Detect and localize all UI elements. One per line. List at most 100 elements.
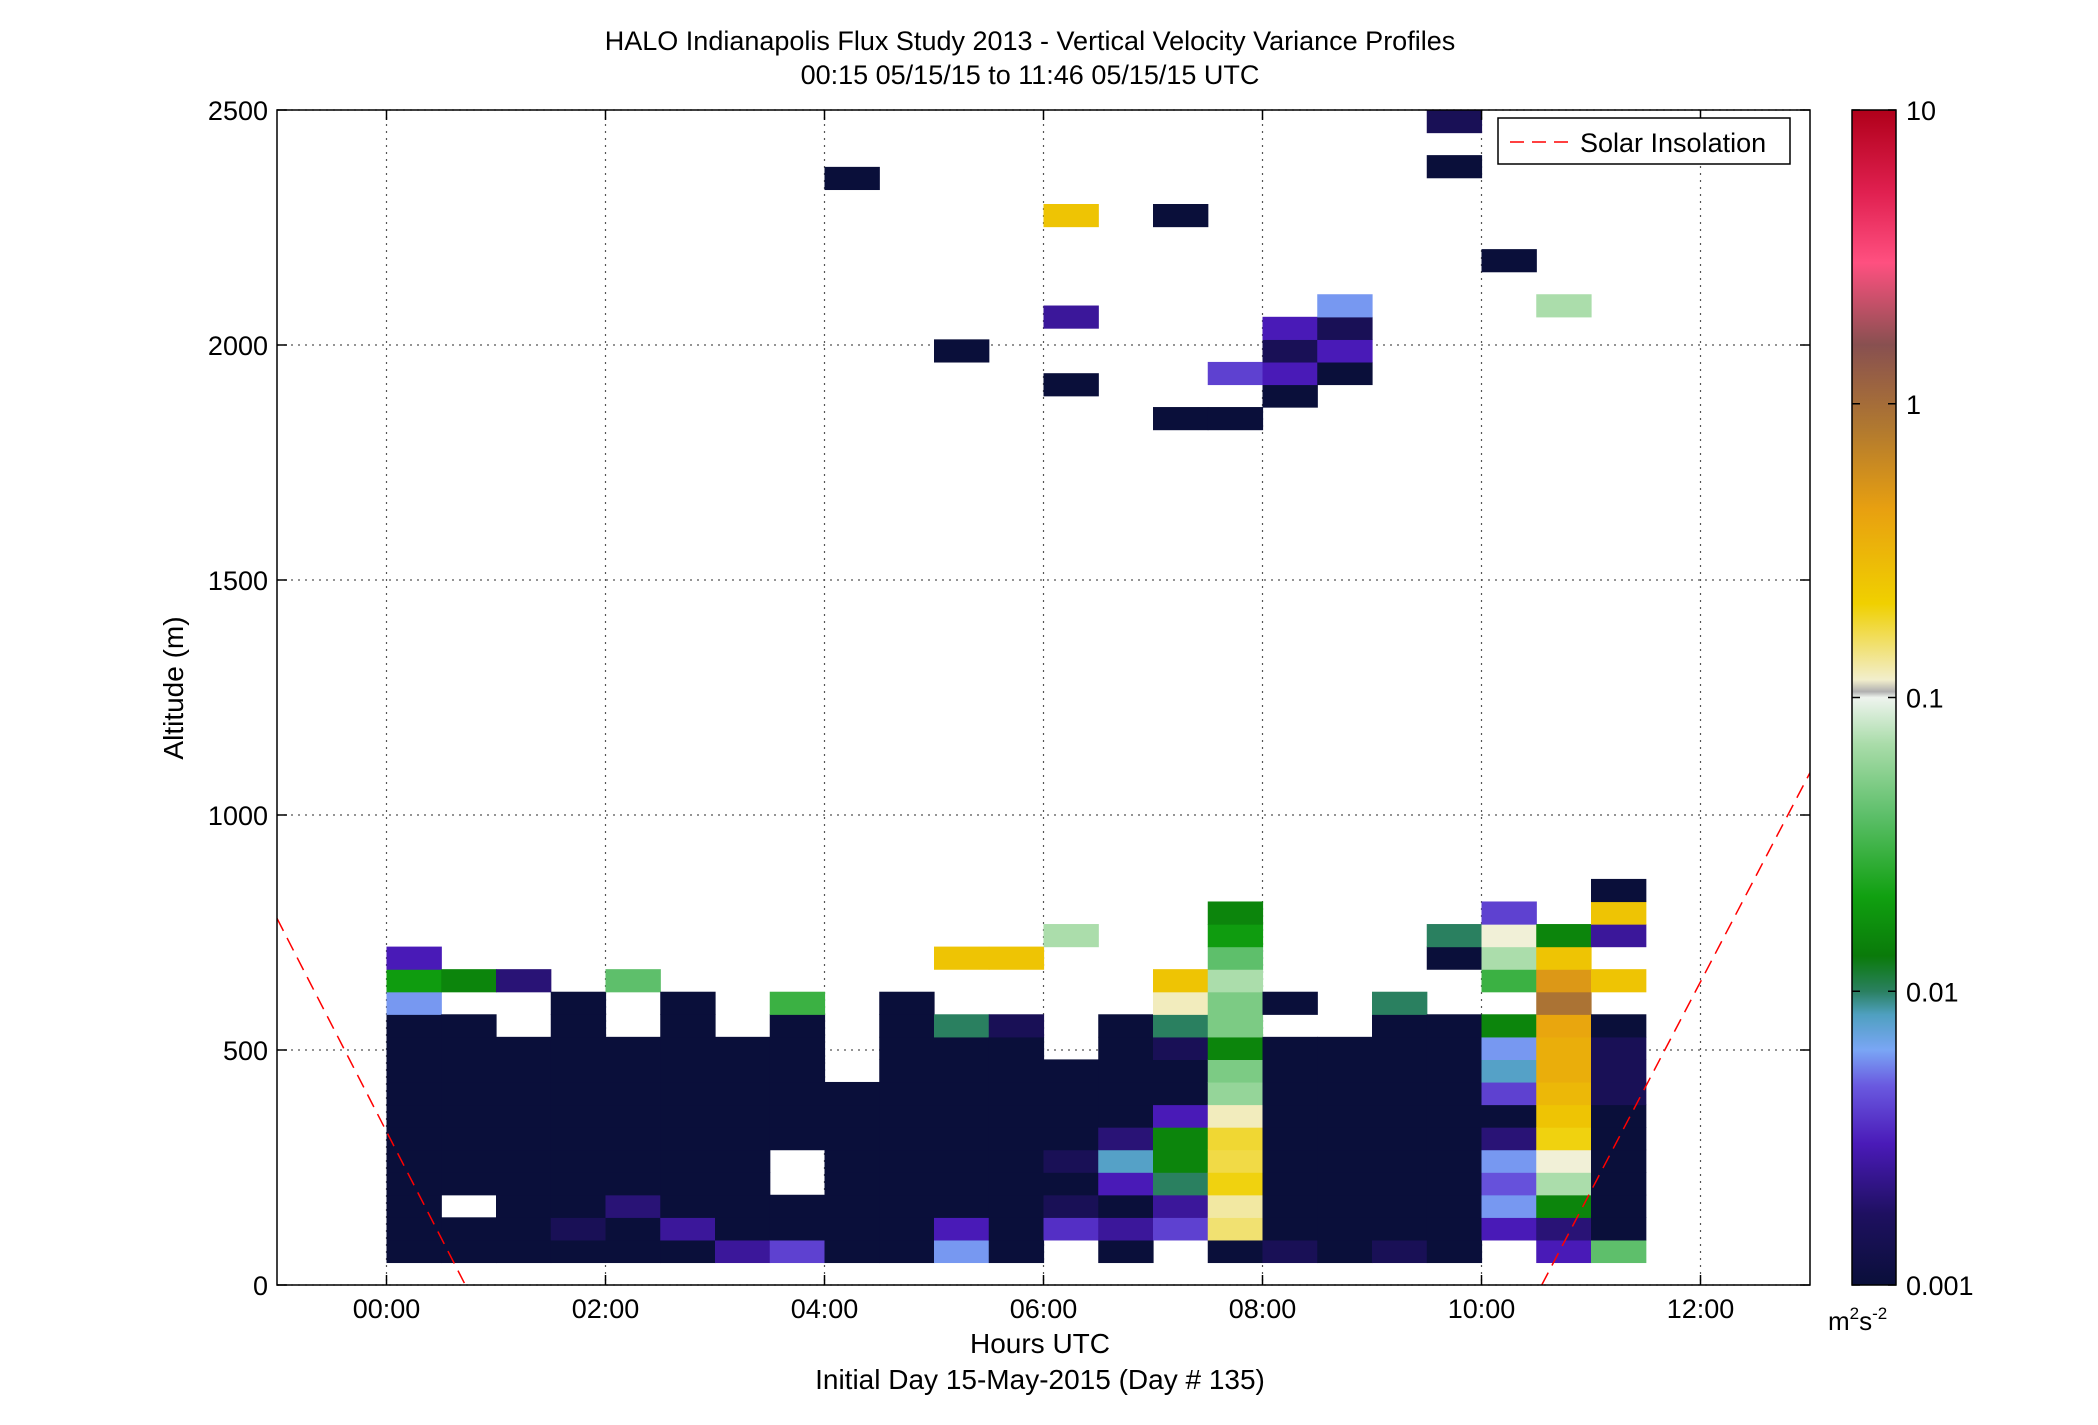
heatmap-cell [1317, 1172, 1373, 1196]
heatmap-cell [441, 1059, 497, 1083]
colorbar-units: m2s-2 [1828, 1304, 1887, 1336]
heatmap-cell [386, 946, 442, 970]
heatmap-cell [550, 1081, 607, 1106]
heatmap-cell [715, 1036, 771, 1060]
heatmap-cell [1317, 1127, 1373, 1151]
heatmap-cell [988, 1172, 1045, 1196]
x-tick-label: 00:00 [353, 1294, 421, 1324]
chart-title: HALO Indianapolis Flux Study 2013 - Vert… [605, 26, 1455, 56]
heatmap-cell [1591, 1217, 1647, 1241]
heatmap-cell [769, 1239, 826, 1264]
heatmap-cell [769, 1081, 826, 1106]
y-tick-label: 2000 [208, 331, 268, 361]
heatmap-cell [934, 1014, 990, 1038]
heatmap-cell [1536, 294, 1592, 318]
heatmap-cell [660, 1104, 716, 1128]
heatmap-cell [879, 1239, 935, 1264]
heatmap-cell [1207, 407, 1264, 431]
heatmap-cell [824, 166, 880, 191]
colorbar-tick-label: 0.001 [1906, 1271, 1974, 1301]
heatmap-cell [824, 1081, 880, 1106]
heatmap-cell [824, 1194, 880, 1218]
heatmap-cell [1481, 1081, 1537, 1106]
heatmap-cell [1153, 1036, 1209, 1060]
x-tick-label: 10:00 [1448, 1294, 1516, 1324]
heatmap-cell [1536, 1081, 1592, 1106]
heatmap-cell [1207, 1014, 1264, 1038]
heatmap-cell [1426, 1059, 1483, 1083]
heatmap-cell [496, 1194, 552, 1218]
heatmap-cell [605, 1149, 661, 1173]
heatmap-cell [1207, 361, 1264, 386]
x-tick-label: 12:00 [1667, 1294, 1735, 1324]
heatmap-cell [441, 1014, 497, 1038]
heatmap-cell [715, 1217, 771, 1241]
heatmap-cell [1536, 1172, 1592, 1196]
heatmap-cell [1372, 1194, 1428, 1218]
heatmap-cell [1043, 1059, 1099, 1083]
heatmap-cell [1372, 1036, 1428, 1060]
heatmap-cell [1043, 1081, 1099, 1106]
heatmap-cell [934, 1149, 990, 1173]
heatmap-cell [1372, 991, 1428, 1015]
heatmap-cell [605, 1217, 661, 1241]
heatmap-cell [1591, 1149, 1647, 1173]
heatmap-cell [1481, 901, 1537, 925]
heatmap-cell [769, 1036, 826, 1060]
heatmap-cell [1481, 946, 1537, 970]
heatmap-cell [1372, 1217, 1428, 1241]
heatmap-cell [1098, 1172, 1154, 1196]
x-tick-label: 08:00 [1229, 1294, 1297, 1324]
heatmap-cell [1098, 1081, 1154, 1106]
heatmap-cell [1262, 1149, 1318, 1173]
heatmap-cell [1426, 1194, 1483, 1218]
heatmap-cell [988, 1036, 1045, 1060]
heatmap-cell [1372, 1014, 1428, 1038]
heatmap-cell [1426, 1172, 1483, 1196]
heatmap-cell [1591, 878, 1647, 903]
heatmap-cell [769, 1059, 826, 1083]
heatmap-cell [605, 1194, 661, 1218]
heatmap-cell [1426, 946, 1483, 970]
heatmap-cell [1481, 1014, 1537, 1038]
y-tick-label: 1000 [208, 801, 268, 831]
heatmap-cell [1372, 1127, 1428, 1151]
x-tick-label: 06:00 [1010, 1294, 1078, 1324]
heatmap-cell [660, 991, 716, 1015]
heatmap-cell [1207, 924, 1264, 948]
heatmap-cell [934, 1217, 990, 1241]
heatmap-cell [879, 1104, 935, 1128]
x-tick-labels: 00:00 02:00 04:00 06:00 08:00 10:00 12:00 [353, 1294, 1735, 1324]
heatmap-cell [879, 1217, 935, 1241]
heatmap-cell [769, 1104, 826, 1128]
heatmap-cell [934, 1059, 990, 1083]
heatmap-cell [1372, 1081, 1428, 1106]
heatmap-cell [1536, 1104, 1592, 1128]
heatmap-cell [1098, 1059, 1154, 1083]
heatmap-cell [1481, 969, 1537, 993]
heatmap-cell [988, 1081, 1045, 1106]
heatmap-cell [1426, 1036, 1483, 1060]
heatmap-cell [1262, 1081, 1318, 1106]
heatmap-cell [660, 1194, 716, 1218]
heatmap-cell [441, 1081, 497, 1106]
heatmap-cell [1317, 1081, 1373, 1106]
heatmap-cell [1262, 1104, 1318, 1128]
y-tick-labels: 0 500 1000 1500 2000 2500 [208, 96, 268, 1301]
heatmap-cell [1481, 1036, 1537, 1060]
heatmap-cell [660, 1081, 716, 1106]
heatmap-cell [988, 1239, 1045, 1264]
heatmap-cell [605, 1081, 661, 1106]
solar-line-evening [1541, 772, 1810, 1285]
heatmap-cell [1262, 384, 1318, 408]
heatmap-cell [1317, 1059, 1373, 1083]
heatmap-cell [934, 1081, 990, 1106]
heatmap-cell [769, 1194, 826, 1218]
heatmap-cell [715, 1194, 771, 1218]
heatmap-cell [1262, 1127, 1318, 1151]
heatmap-cell [441, 1172, 497, 1196]
heatmap-cell [550, 1059, 607, 1083]
heatmap-cell [879, 1036, 935, 1060]
heatmap-cell [550, 1149, 607, 1173]
colorbar-tick-label: 10 [1906, 96, 1936, 126]
